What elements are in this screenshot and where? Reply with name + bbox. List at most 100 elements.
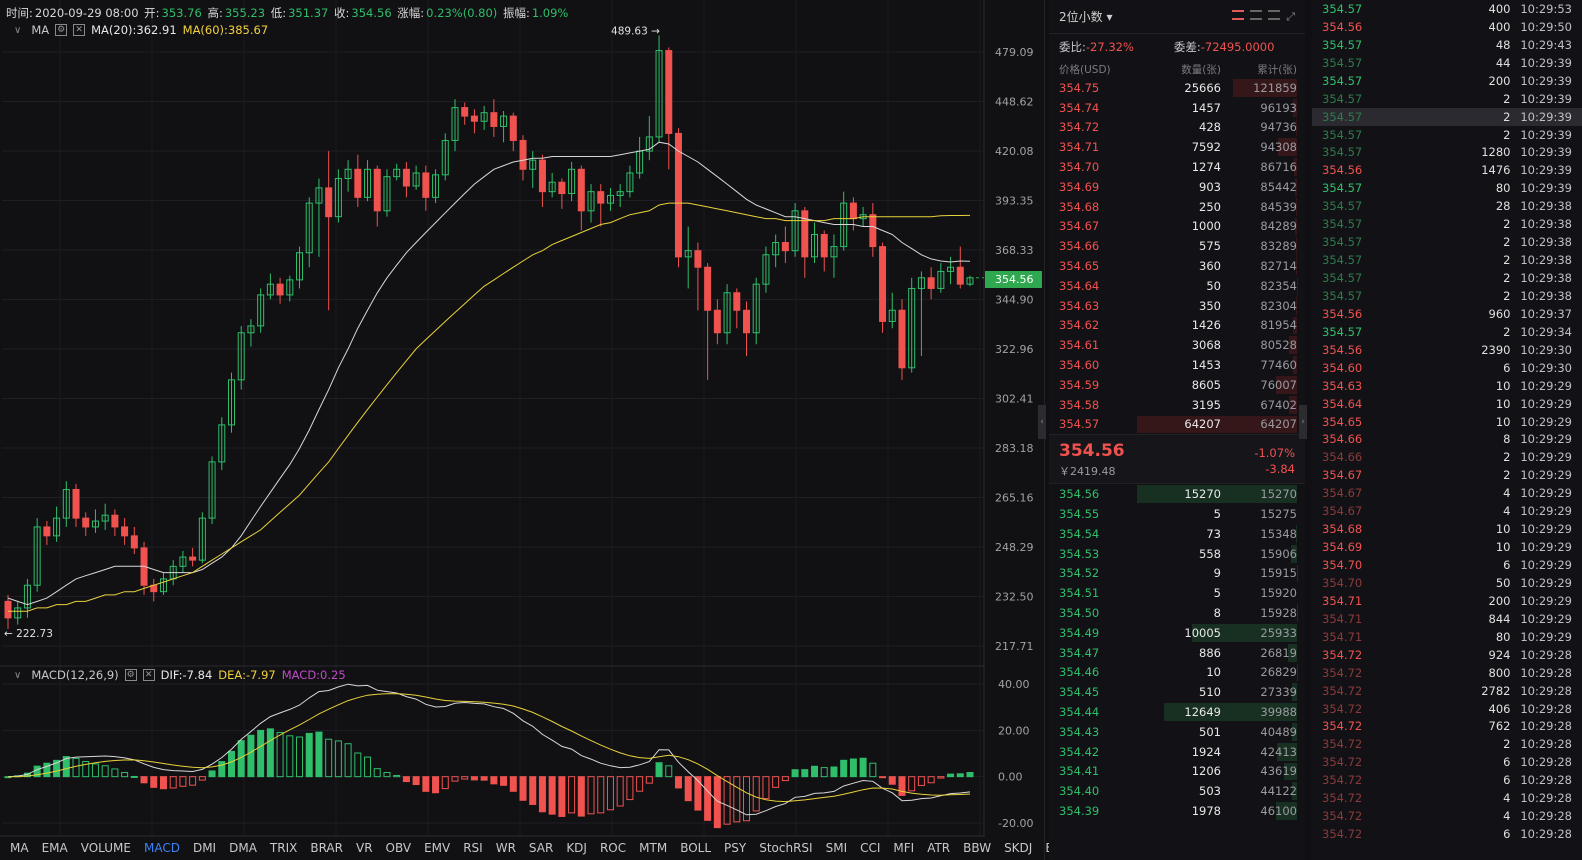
trade-row[interactable]: 354.56 1476 10:29:39 bbox=[1312, 161, 1582, 179]
trade-row[interactable]: 354.72 4 10:29:28 bbox=[1312, 807, 1582, 825]
trade-row[interactable]: 354.57 28 10:29:38 bbox=[1312, 197, 1582, 215]
trade-row[interactable]: 354.56 400 10:29:50 bbox=[1312, 18, 1582, 36]
indicator-tab-atr[interactable]: ATR bbox=[927, 841, 951, 855]
indicator-tab-obv[interactable]: OBV bbox=[385, 841, 412, 855]
trade-row[interactable]: 354.71 80 10:29:29 bbox=[1312, 628, 1582, 646]
trade-row[interactable]: 354.57 2 10:29:38 bbox=[1312, 251, 1582, 269]
bid-row[interactable]: 354.54 73 15348 bbox=[1049, 524, 1305, 544]
trade-row[interactable]: 354.57 2 10:29:38 bbox=[1312, 215, 1582, 233]
indicator-tab-macd[interactable]: MACD bbox=[143, 841, 180, 855]
trade-row[interactable]: 354.72 6 10:29:28 bbox=[1312, 771, 1582, 789]
trade-row[interactable]: 354.71 844 10:29:29 bbox=[1312, 610, 1582, 628]
trade-row[interactable]: 354.69 10 10:29:29 bbox=[1312, 538, 1582, 556]
bid-row[interactable]: 354.41 1206 43619 bbox=[1049, 762, 1305, 782]
both-sides-view-icon[interactable] bbox=[1232, 9, 1245, 20]
trade-row[interactable]: 354.71 200 10:29:29 bbox=[1312, 592, 1582, 610]
trade-row[interactable]: 354.65 10 10:29:29 bbox=[1312, 413, 1582, 431]
trade-row[interactable]: 354.72 6 10:29:28 bbox=[1312, 825, 1582, 843]
indicator-tab-ma[interactable]: MA bbox=[10, 841, 29, 855]
ask-row[interactable]: 354.62 1426 81954 bbox=[1049, 316, 1305, 336]
trade-row[interactable]: 354.66 2 10:29:29 bbox=[1312, 448, 1582, 466]
indicator-tab-wr[interactable]: WR bbox=[495, 841, 516, 855]
indicator-tab-cci[interactable]: CCI bbox=[860, 841, 881, 855]
trade-row[interactable]: 354.57 200 10:29:39 bbox=[1312, 72, 1582, 90]
trade-row[interactable]: 354.57 400 10:29:53 bbox=[1312, 0, 1582, 18]
trade-row[interactable]: 354.64 10 10:29:29 bbox=[1312, 395, 1582, 413]
ask-row[interactable]: 354.68 250 84539 bbox=[1049, 197, 1305, 217]
indicator-tab-brar[interactable]: BRAR bbox=[310, 841, 343, 855]
close-icon[interactable]: ✕ bbox=[73, 24, 86, 36]
bid-row[interactable]: 354.55 5 15275 bbox=[1049, 504, 1305, 524]
trade-row[interactable]: 354.63 10 10:29:29 bbox=[1312, 377, 1582, 395]
trade-row[interactable]: 354.70 50 10:29:29 bbox=[1312, 574, 1582, 592]
bid-row[interactable]: 354.44 12649 39988 bbox=[1049, 702, 1305, 722]
indicator-tab-mtm[interactable]: MTM bbox=[639, 841, 668, 855]
trade-row[interactable]: 354.72 762 10:29:28 bbox=[1312, 718, 1582, 736]
ask-row[interactable]: 354.58 3195 67402 bbox=[1049, 395, 1305, 415]
indicator-tab-emv[interactable]: EMV bbox=[424, 841, 451, 855]
trade-row[interactable]: 354.72 800 10:29:28 bbox=[1312, 664, 1582, 682]
collapse-right-handle[interactable]: › bbox=[1299, 405, 1307, 439]
trade-row[interactable]: 354.56 2390 10:29:30 bbox=[1312, 341, 1582, 359]
trade-row[interactable]: 354.57 2 10:29:39 bbox=[1312, 90, 1582, 108]
expand-icon[interactable]: ⤢ bbox=[1286, 9, 1295, 23]
gear-icon[interactable]: ⚙ bbox=[55, 24, 68, 36]
bid-row[interactable]: 354.39 1978 46100 bbox=[1049, 801, 1305, 821]
indicator-tab-volume[interactable]: VOLUME bbox=[80, 841, 131, 855]
bid-row[interactable]: 354.49 10005 25933 bbox=[1049, 623, 1305, 643]
ask-row[interactable]: 354.70 1274 86716 bbox=[1049, 157, 1305, 177]
indicator-tab-ema[interactable]: EMA bbox=[41, 841, 68, 855]
indicator-tab-bbw[interactable]: BBW bbox=[963, 841, 992, 855]
bid-row[interactable]: 354.53 558 15906 bbox=[1049, 544, 1305, 564]
trade-row[interactable]: 354.70 6 10:29:29 bbox=[1312, 556, 1582, 574]
bid-row[interactable]: 354.40 503 44122 bbox=[1049, 781, 1305, 801]
ask-row[interactable]: 354.75 25666 121859 bbox=[1049, 78, 1305, 98]
trade-row[interactable]: 354.72 406 10:29:28 bbox=[1312, 700, 1582, 718]
ask-row[interactable]: 354.66 575 83289 bbox=[1049, 236, 1305, 256]
ask-row[interactable]: 354.69 903 85442 bbox=[1049, 177, 1305, 197]
trade-row[interactable]: 354.57 2 10:29:38 bbox=[1312, 269, 1582, 287]
trade-row[interactable]: 354.67 2 10:29:29 bbox=[1312, 466, 1582, 484]
chevron-down-icon[interactable]: ∨ bbox=[14, 669, 22, 681]
bid-row[interactable]: 354.42 1924 42413 bbox=[1049, 742, 1305, 762]
ask-row[interactable]: 354.63 350 82304 bbox=[1049, 296, 1305, 316]
trade-row[interactable]: 354.72 6 10:29:28 bbox=[1312, 753, 1582, 771]
trade-row[interactable]: 354.67 4 10:29:29 bbox=[1312, 502, 1582, 520]
trade-row[interactable]: 354.57 2 10:29:38 bbox=[1312, 287, 1582, 305]
trade-row[interactable]: 354.57 2 10:29:38 bbox=[1312, 233, 1582, 251]
indicator-tab-rsi[interactable]: RSI bbox=[463, 841, 483, 855]
indicator-tab-psy[interactable]: PSY bbox=[724, 841, 747, 855]
asks-view-icon[interactable] bbox=[1268, 9, 1281, 20]
trade-row[interactable]: 354.68 10 10:29:29 bbox=[1312, 520, 1582, 538]
trade-row[interactable]: 354.67 4 10:29:29 bbox=[1312, 484, 1582, 502]
trade-row[interactable]: 354.57 2 10:29:39 bbox=[1312, 107, 1582, 126]
kline-chart-panel[interactable]: 479.09 448.62 420.08 393.35 368.33 344.90 322.… bbox=[0, 0, 1073, 860]
bid-row[interactable]: 354.46 10 26829 bbox=[1049, 663, 1305, 683]
indicator-tab-mfi[interactable]: MFI bbox=[893, 841, 915, 855]
indicator-tab-boll[interactable]: BOLL bbox=[680, 841, 712, 855]
close-icon[interactable]: ✕ bbox=[142, 669, 155, 681]
trade-row[interactable]: 354.57 80 10:29:39 bbox=[1312, 179, 1582, 197]
trade-row[interactable]: 354.72 924 10:29:28 bbox=[1312, 646, 1582, 664]
ask-row[interactable]: 354.71 7592 94308 bbox=[1049, 137, 1305, 157]
gear-icon[interactable]: ⚙ bbox=[124, 669, 137, 681]
indicator-tab-kdj[interactable]: KDJ bbox=[566, 841, 587, 855]
bid-row[interactable]: 354.51 5 15920 bbox=[1049, 583, 1305, 603]
trade-row[interactable]: 354.60 6 10:29:30 bbox=[1312, 359, 1582, 377]
trade-row[interactable]: 354.72 2 10:29:28 bbox=[1312, 735, 1582, 753]
indicator-tab-sar[interactable]: SAR bbox=[528, 841, 554, 855]
chevron-down-icon[interactable]: ∨ bbox=[14, 24, 22, 36]
trade-row[interactable]: 354.57 48 10:29:43 bbox=[1312, 36, 1582, 54]
indicator-tab-stochrsi[interactable]: StochRSI bbox=[759, 841, 813, 855]
ask-row[interactable]: 354.57 64207 64207 bbox=[1049, 415, 1305, 435]
trade-row[interactable]: 354.72 2782 10:29:28 bbox=[1312, 682, 1582, 700]
bid-row[interactable]: 354.43 501 40489 bbox=[1049, 722, 1305, 742]
bid-row[interactable]: 354.47 886 26819 bbox=[1049, 643, 1305, 663]
ask-row[interactable]: 354.59 8605 76007 bbox=[1049, 375, 1305, 395]
indicator-tab-skdj[interactable]: SKDJ bbox=[1004, 841, 1033, 855]
ask-row[interactable]: 354.65 360 82714 bbox=[1049, 256, 1305, 276]
bid-row[interactable]: 354.56 15270 15270 bbox=[1049, 484, 1305, 504]
trade-row[interactable]: 354.57 2 10:29:39 bbox=[1312, 126, 1582, 144]
trade-row[interactable]: 354.57 1280 10:29:39 bbox=[1312, 144, 1582, 162]
indicator-tab-dma[interactable]: DMA bbox=[229, 841, 257, 855]
